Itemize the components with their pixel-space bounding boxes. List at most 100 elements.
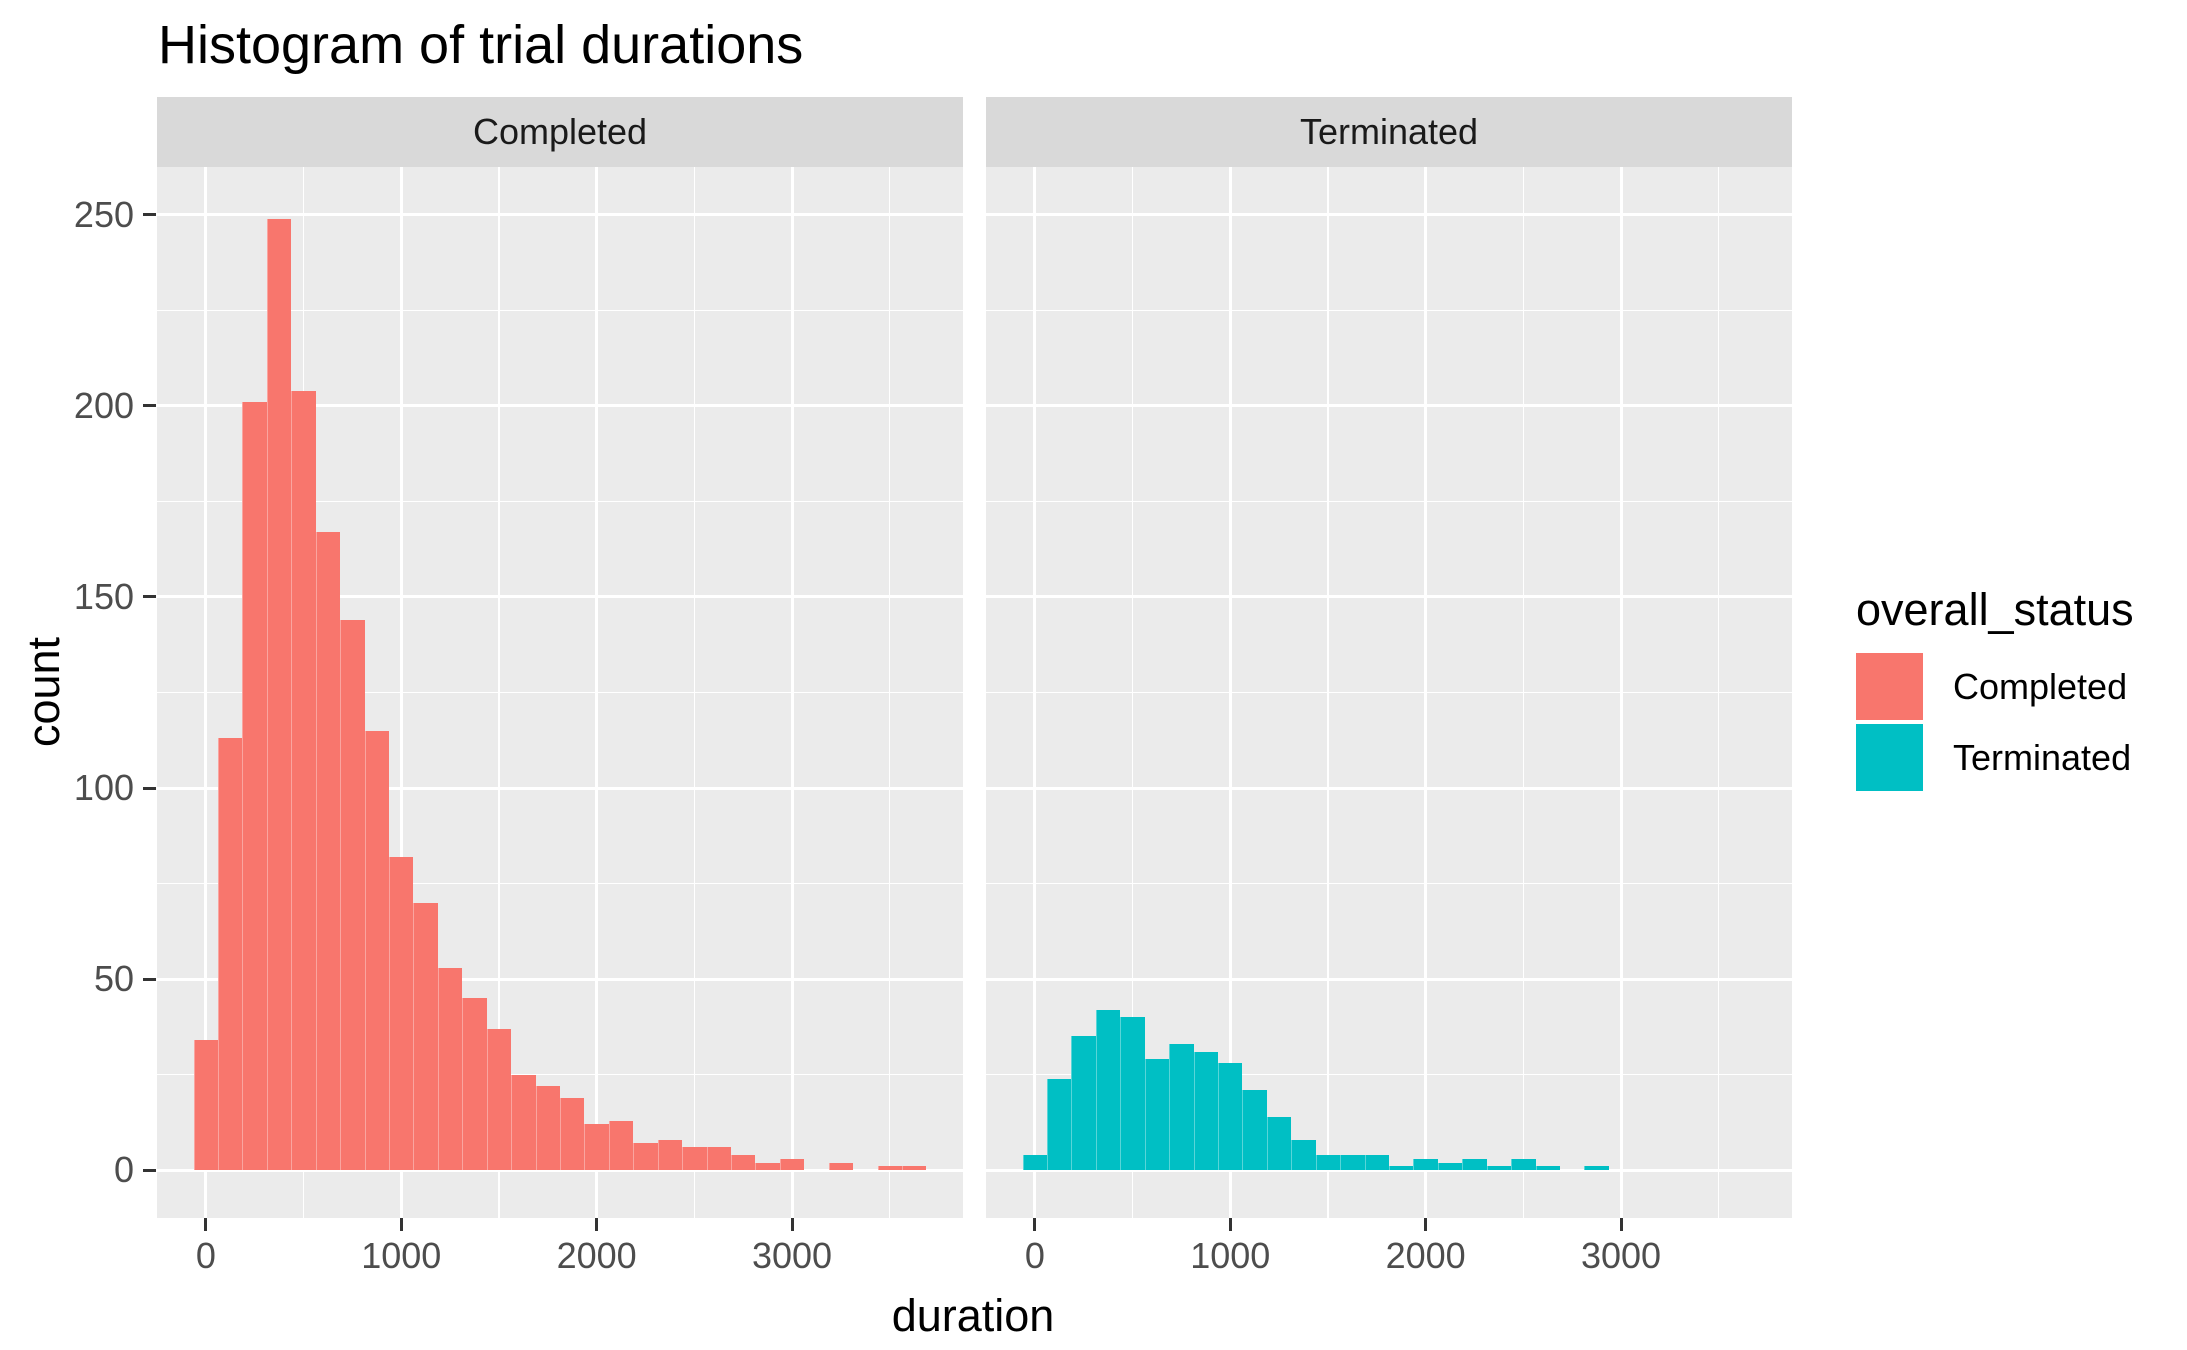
x-tick-label: 2000 xyxy=(556,1235,637,1276)
histogram-bar xyxy=(437,967,463,1171)
y-tick-label: 100 xyxy=(73,767,134,809)
x-tick-label: 3000 xyxy=(751,1235,833,1276)
gridline-major-x xyxy=(1228,167,1232,1218)
x-tick-label: 0 xyxy=(1024,1235,1045,1276)
x-tick xyxy=(1424,1218,1428,1231)
histogram-bar xyxy=(877,1166,902,1171)
histogram-bar xyxy=(1413,1158,1438,1171)
x-tick-label: 1000 xyxy=(361,1235,442,1276)
x-tick-label: 0 xyxy=(195,1235,216,1276)
histogram-bar xyxy=(1486,1166,1512,1171)
histogram-bar xyxy=(413,902,438,1171)
legend: overall_status Completed Terminated xyxy=(1856,585,2176,795)
x-tick xyxy=(595,1218,599,1231)
histogram-bar xyxy=(682,1147,707,1171)
histogram-bar xyxy=(266,218,292,1171)
gridline-major-y xyxy=(986,404,1792,408)
histogram-bar xyxy=(1095,1009,1121,1171)
gridline-minor-y xyxy=(157,1073,963,1076)
y-tick xyxy=(143,786,156,790)
histogram-bar xyxy=(291,390,316,1171)
y-tick-label: 50 xyxy=(93,958,134,1000)
gridline-minor-y xyxy=(986,309,1792,312)
y-tick xyxy=(143,213,156,217)
histogram-bar xyxy=(1169,1044,1194,1171)
x-tick xyxy=(1033,1218,1037,1231)
legend-item-completed: Completed xyxy=(1856,653,2176,720)
histogram-bar xyxy=(1511,1158,1536,1171)
x-tick xyxy=(790,1218,794,1231)
gridline-major-y xyxy=(157,595,963,599)
gridline-major-y xyxy=(157,977,963,981)
facet-strip-label: Completed xyxy=(472,111,648,152)
histogram-bar xyxy=(633,1143,658,1171)
y-axis-title: count xyxy=(18,636,69,748)
histogram-bar xyxy=(706,1147,731,1171)
gridline-major-x xyxy=(399,167,403,1218)
histogram-bar xyxy=(315,531,341,1171)
gridline-minor-y xyxy=(986,882,1792,885)
gridline-minor-y xyxy=(157,309,963,312)
legend-key-terminated-swatch xyxy=(1856,724,1923,791)
histogram-bar xyxy=(1291,1139,1316,1171)
histogram-bar xyxy=(1437,1162,1463,1171)
y-tick-label: 200 xyxy=(73,384,134,426)
x-tick-label: 3000 xyxy=(1580,1235,1662,1276)
gridline-major-y xyxy=(986,977,1792,981)
histogram-bar xyxy=(828,1162,854,1171)
histogram-bar xyxy=(584,1124,609,1171)
gridline-minor-y xyxy=(157,500,963,503)
histogram-bar xyxy=(608,1120,634,1171)
legend-item-terminated: Terminated xyxy=(1856,724,2176,791)
histogram-bar xyxy=(1071,1036,1096,1171)
histogram-bar xyxy=(1193,1051,1219,1171)
histogram-bar xyxy=(1315,1154,1341,1171)
histogram-bar xyxy=(1340,1154,1365,1171)
x-tick-label: 1000 xyxy=(1190,1235,1271,1276)
y-tick xyxy=(143,1168,156,1172)
histogram-bar xyxy=(657,1139,683,1171)
histogram-bar xyxy=(901,1166,927,1171)
gridline-major-y xyxy=(986,786,1792,790)
legend-label-completed: Completed xyxy=(1953,666,2128,707)
histogram-bar xyxy=(730,1154,756,1171)
histogram-bar xyxy=(1218,1063,1243,1171)
histogram-bar xyxy=(1022,1154,1048,1171)
x-tick xyxy=(204,1218,208,1231)
legend-title: overall_status xyxy=(1856,584,2134,635)
y-tick-label: 150 xyxy=(73,575,134,617)
y-tick xyxy=(143,595,156,599)
facet-strip xyxy=(157,97,963,167)
gridline-major-x xyxy=(790,167,794,1218)
y-tick-label: 250 xyxy=(73,193,134,235)
legend-key-completed-swatch xyxy=(1856,653,1923,720)
histogram-bar xyxy=(193,1040,219,1171)
histogram-bar xyxy=(1535,1166,1560,1171)
x-tick xyxy=(1619,1218,1623,1231)
histogram-bar xyxy=(1462,1158,1487,1171)
gridline-major-y xyxy=(986,213,1792,217)
gridline-major-y xyxy=(157,786,963,790)
histogram-bar xyxy=(340,619,365,1171)
x-tick xyxy=(1228,1218,1232,1231)
facet-strip xyxy=(986,97,1792,167)
gridline-major-x xyxy=(595,167,599,1218)
y-tick-label: 0 xyxy=(113,1149,134,1191)
x-tick xyxy=(399,1218,403,1231)
gridline-minor-y xyxy=(986,691,1792,694)
histogram-bar xyxy=(462,998,487,1171)
histogram-bar xyxy=(560,1097,585,1171)
gridline-minor-y xyxy=(986,500,1792,503)
histogram-bar xyxy=(1266,1116,1292,1171)
histogram-bar xyxy=(755,1162,780,1171)
facet-strip-label: Terminated xyxy=(1299,111,1479,152)
gridline-major-y xyxy=(986,1168,1792,1172)
y-tick xyxy=(143,977,156,981)
histogram-bar xyxy=(242,402,267,1171)
histogram-bar xyxy=(1144,1059,1170,1171)
histogram-bar xyxy=(1242,1089,1267,1171)
histogram-bar xyxy=(779,1158,805,1171)
gridline-minor-y xyxy=(157,691,963,694)
gridline-major-y xyxy=(986,595,1792,599)
